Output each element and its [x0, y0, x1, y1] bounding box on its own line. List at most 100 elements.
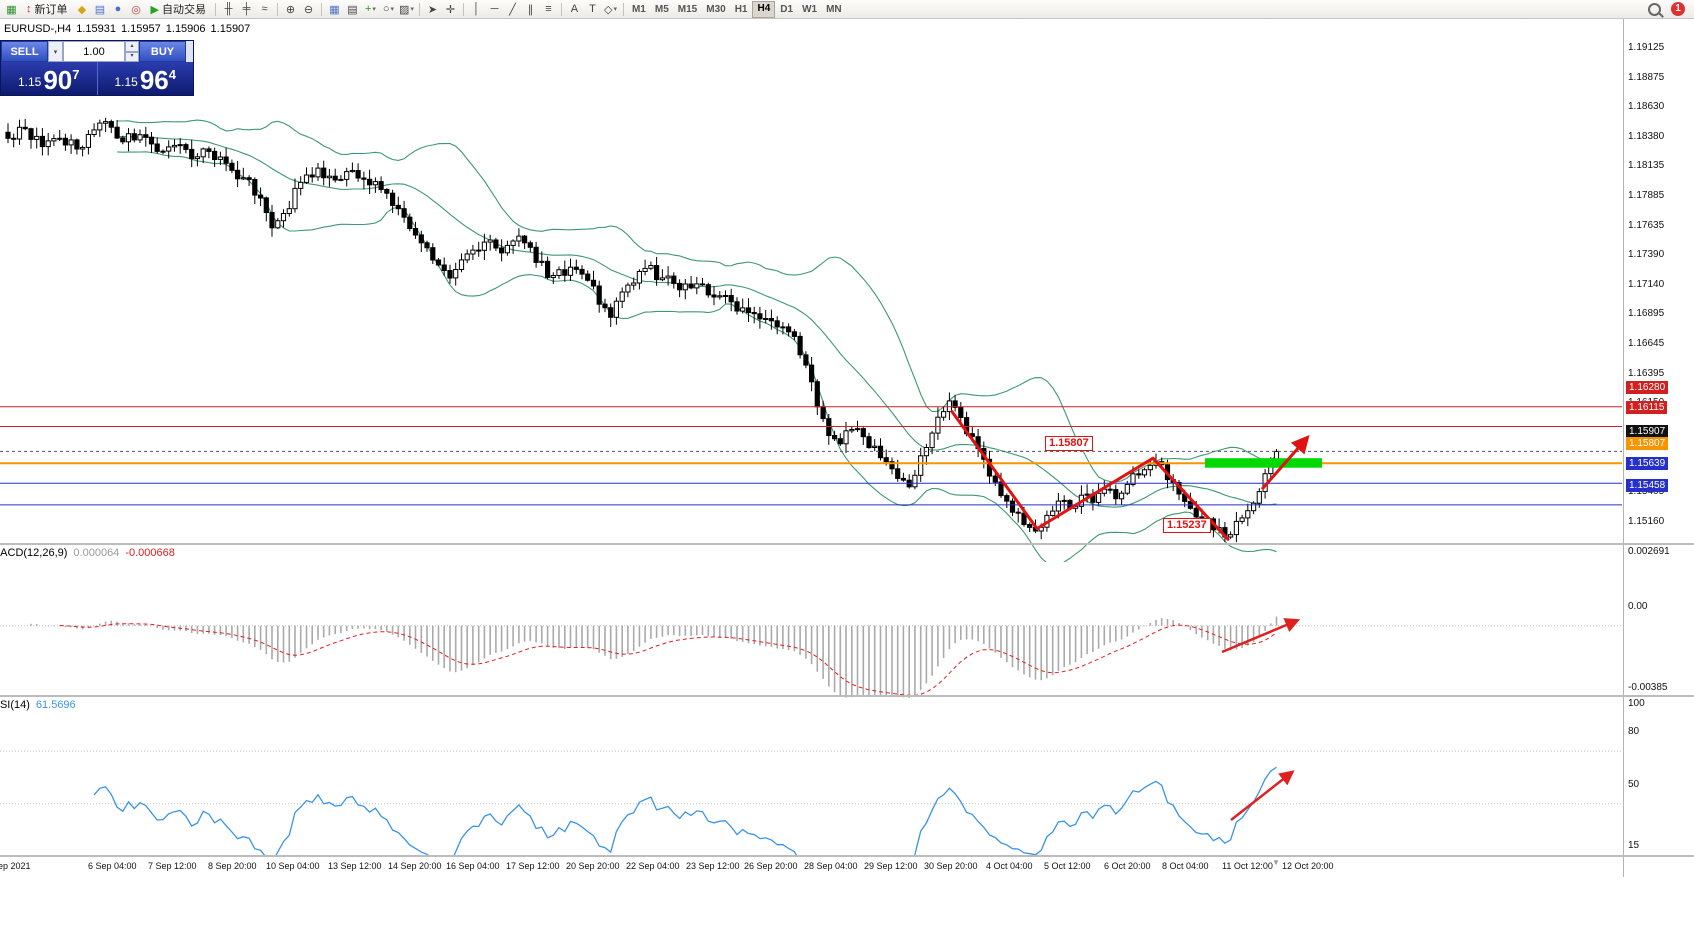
volume-presets-button[interactable]: ▾ [48, 41, 63, 62]
caret-down-icon: ▾ [53, 48, 58, 56]
vertical-line-icon: │ [473, 3, 480, 15]
sell-price-display[interactable]: 1.15 90 7 [1, 62, 97, 95]
macd-panel-canvas[interactable] [0, 564, 1622, 714]
timeframe-d1[interactable]: D1 [780, 3, 794, 15]
cursor-icon: ➤ [427, 3, 438, 16]
equidistant-channel-icon: ∥ [527, 3, 534, 16]
volume-stepper: ▴ ▾ [125, 41, 139, 62]
macd-axis-tick: 0.00 [1628, 600, 1648, 612]
timeframe-m1[interactable]: M1 [631, 3, 646, 15]
volume-down-button[interactable]: ▾ [125, 51, 139, 62]
volume-up-button[interactable]: ▴ [125, 41, 139, 52]
rsi-value: 61.5696 [35, 699, 76, 711]
timeframe-w1[interactable]: W1 [802, 3, 818, 15]
equidistant-channel-icon[interactable]: ∥ [522, 1, 539, 17]
search-icon[interactable] [1646, 1, 1663, 17]
auto-arrange-icon[interactable]: ▤ [344, 1, 361, 17]
vertical-line-icon[interactable]: │ [468, 1, 485, 17]
sell-price-pips: 90 [43, 65, 73, 95]
price-axis-tick: 1.16895 [1628, 308, 1665, 320]
time-axis-label: 6 Sep 04:00 [88, 861, 137, 871]
timeframe-m30[interactable]: M30 [706, 3, 726, 15]
price-axis-tick: 1.19125 [1628, 42, 1665, 54]
periods-icon[interactable]: ○ ▾ [380, 1, 397, 17]
close-value: 1.15907 [210, 23, 251, 35]
time-axis-label: 12 Oct 20:00 [1282, 861, 1334, 871]
notifications-badge[interactable]: 1 [1671, 2, 1685, 16]
macd-main-value: 0.000064 [73, 547, 120, 559]
bar-chart-icon[interactable]: ╫ [220, 1, 237, 17]
toolbar-separator [418, 2, 420, 16]
new-order-icon: ↕ [26, 3, 32, 15]
zoom-out-icon[interactable]: ⊖ [300, 1, 317, 17]
panel-splitter[interactable] [0, 855, 1694, 857]
trendline-icon: ╱ [509, 3, 516, 16]
panel-splitter[interactable] [0, 543, 1694, 545]
auto-arrange-icon: ▤ [347, 3, 358, 16]
macd-title: MACD(12,26,9) [0, 547, 68, 559]
new-chart-icon[interactable]: ▦ [3, 1, 20, 17]
rsi-panel-canvas[interactable] [0, 716, 1622, 874]
shift-marker-icon: ▼ [1272, 858, 1280, 867]
macd-axis-tick: -0.00385 [1628, 682, 1668, 693]
panel-splitter[interactable] [0, 695, 1694, 697]
caret-down-icon: ▾ [613, 6, 617, 13]
timeframe-h4[interactable]: H4 [752, 0, 776, 18]
main-chart-canvas[interactable] [0, 38, 1622, 562]
tile-windows-icon[interactable]: ▦ [326, 1, 343, 17]
chart-area[interactable]: EURUSD-,H4 1.15931 1.15957 1.15906 1.15907 S… [0, 19, 1694, 945]
horizontal-line-icon[interactable]: ─ [486, 1, 503, 17]
time-axis-label: 8 Oct 04:00 [1162, 861, 1209, 871]
autotrading-button[interactable]: ▶ 自动交易 [146, 1, 211, 17]
candlestick-chart-icon[interactable]: ╪ [238, 1, 255, 17]
time-axis[interactable]: ▼ Sep 2021 6 Sep 04:00 7 Sep 12:00 8 Sep 20… [0, 857, 1694, 877]
alerts-icon[interactable]: ◎ [128, 1, 145, 17]
rsi-axis-tick: 50 [1628, 778, 1640, 790]
line-chart-icon: ≈ [261, 3, 268, 15]
timeframe-m15[interactable]: M15 [677, 3, 698, 15]
time-axis-label: 4 Oct 04:00 [986, 861, 1033, 871]
text-label-icon[interactable]: T [584, 1, 601, 17]
new-order-button[interactable]: ↕ 新订单 [21, 1, 73, 17]
community-icon[interactable]: ● [110, 1, 127, 17]
zoom-in-icon[interactable]: ⊕ [282, 1, 299, 17]
alerts-icon: ◎ [131, 3, 141, 16]
price-scale-separator [1623, 19, 1624, 877]
rsi-axis-tick: 80 [1628, 726, 1640, 738]
depth-of-market-icon[interactable]: ▤ [92, 1, 109, 17]
symbol-period-label: EURUSD-,H4 [4, 23, 72, 35]
time-axis-label: 13 Sep 12:00 [328, 861, 382, 871]
time-axis-label: 30 Sep 20:00 [924, 861, 978, 871]
price-axis-box: 1.16115 [1626, 400, 1668, 414]
timeframe-h1[interactable]: H1 [734, 3, 748, 15]
timeframe-m5[interactable]: M5 [654, 3, 669, 15]
time-axis-label: 29 Sep 12:00 [864, 861, 918, 871]
buy-price-display[interactable]: 1.15 96 4 [98, 62, 194, 95]
price-axis-tick: 1.16645 [1628, 338, 1665, 350]
price-axis-tick: 1.18135 [1628, 160, 1665, 172]
price-axis-box: 1.15807 [1626, 437, 1669, 451]
price-scale[interactable]: 1.19125 1.18875 1.18630 1.18380 1.18135 1.178… [1626, 19, 1694, 896]
fibonacci-icon[interactable]: ≡ [540, 1, 557, 17]
volume-input[interactable] [63, 41, 125, 62]
text-icon[interactable]: A [566, 1, 583, 17]
indicators-icon[interactable]: + ▾ [362, 1, 379, 17]
trendline-icon[interactable]: ╱ [504, 1, 521, 17]
price-axis-box: 1.15639 [1626, 457, 1669, 471]
text-label-icon: T [589, 3, 596, 15]
mql5-market-icon[interactable]: ◆ [74, 1, 91, 17]
macd-signal-value: -0.000668 [125, 547, 175, 559]
bar-chart-icon: ╫ [224, 3, 233, 15]
arrows-icon[interactable]: ◇ ▾ [602, 1, 619, 17]
toolbar-separator [276, 2, 278, 16]
time-axis-label: 20 Sep 20:00 [566, 861, 620, 871]
crosshair-icon[interactable]: ✛ [442, 1, 459, 17]
timeframe-mn[interactable]: MN [826, 3, 842, 15]
cursor-icon[interactable]: ➤ [424, 1, 441, 17]
sell-button[interactable]: SELL [1, 41, 48, 62]
line-chart-icon[interactable]: ≈ [256, 1, 273, 17]
buy-button[interactable]: BUY [139, 41, 186, 62]
buy-price-pips: 96 [139, 65, 169, 95]
templates-icon[interactable]: ▨ ▾ [398, 1, 415, 17]
